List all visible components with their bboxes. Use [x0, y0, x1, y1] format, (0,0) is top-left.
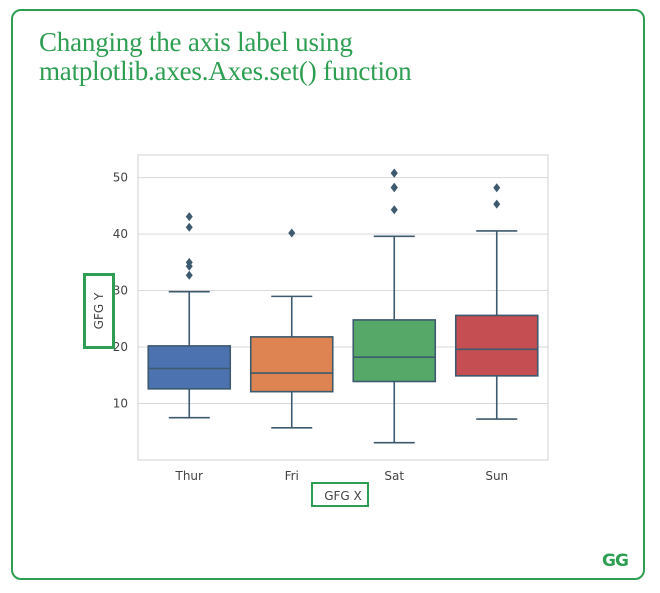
box-thur [147, 345, 232, 390]
y-label-highlight [83, 273, 115, 349]
y-tick-label: 30 [113, 284, 128, 298]
gfg-logo: GG [602, 551, 629, 571]
flier-point [185, 257, 193, 267]
page-title: Changing the axis label using matplotlib… [39, 27, 412, 86]
flier-point [185, 270, 193, 280]
y-tick-label: 10 [113, 397, 128, 411]
x-axis-label: GFG X [324, 489, 362, 503]
x-tick-label: Fri [285, 469, 299, 483]
flier-point [390, 168, 398, 178]
flier-point [390, 205, 398, 215]
flier-point [493, 183, 501, 193]
flier-point [185, 212, 193, 222]
x-label-highlight [311, 482, 369, 507]
flier-point [493, 199, 501, 209]
y-tick-label: 40 [113, 227, 128, 241]
title-line-2: matplotlib.axes.Axes.set() function [39, 56, 412, 86]
x-tick-label: Sat [384, 469, 404, 483]
flier-point [288, 228, 296, 238]
y-tick-label: 50 [113, 171, 128, 185]
y-tick-label: 20 [113, 340, 128, 354]
title-line-1: Changing the axis label using [39, 27, 353, 57]
box-fri [249, 336, 334, 393]
x-tick-label: Sun [485, 469, 508, 483]
plot-area [137, 154, 549, 461]
x-tick-label: Thur [175, 469, 204, 483]
box-sat [352, 319, 437, 383]
flier-point [390, 182, 398, 192]
flier-point [185, 222, 193, 232]
y-axis-label: GFG Y [92, 292, 106, 329]
box-sun [454, 314, 539, 377]
